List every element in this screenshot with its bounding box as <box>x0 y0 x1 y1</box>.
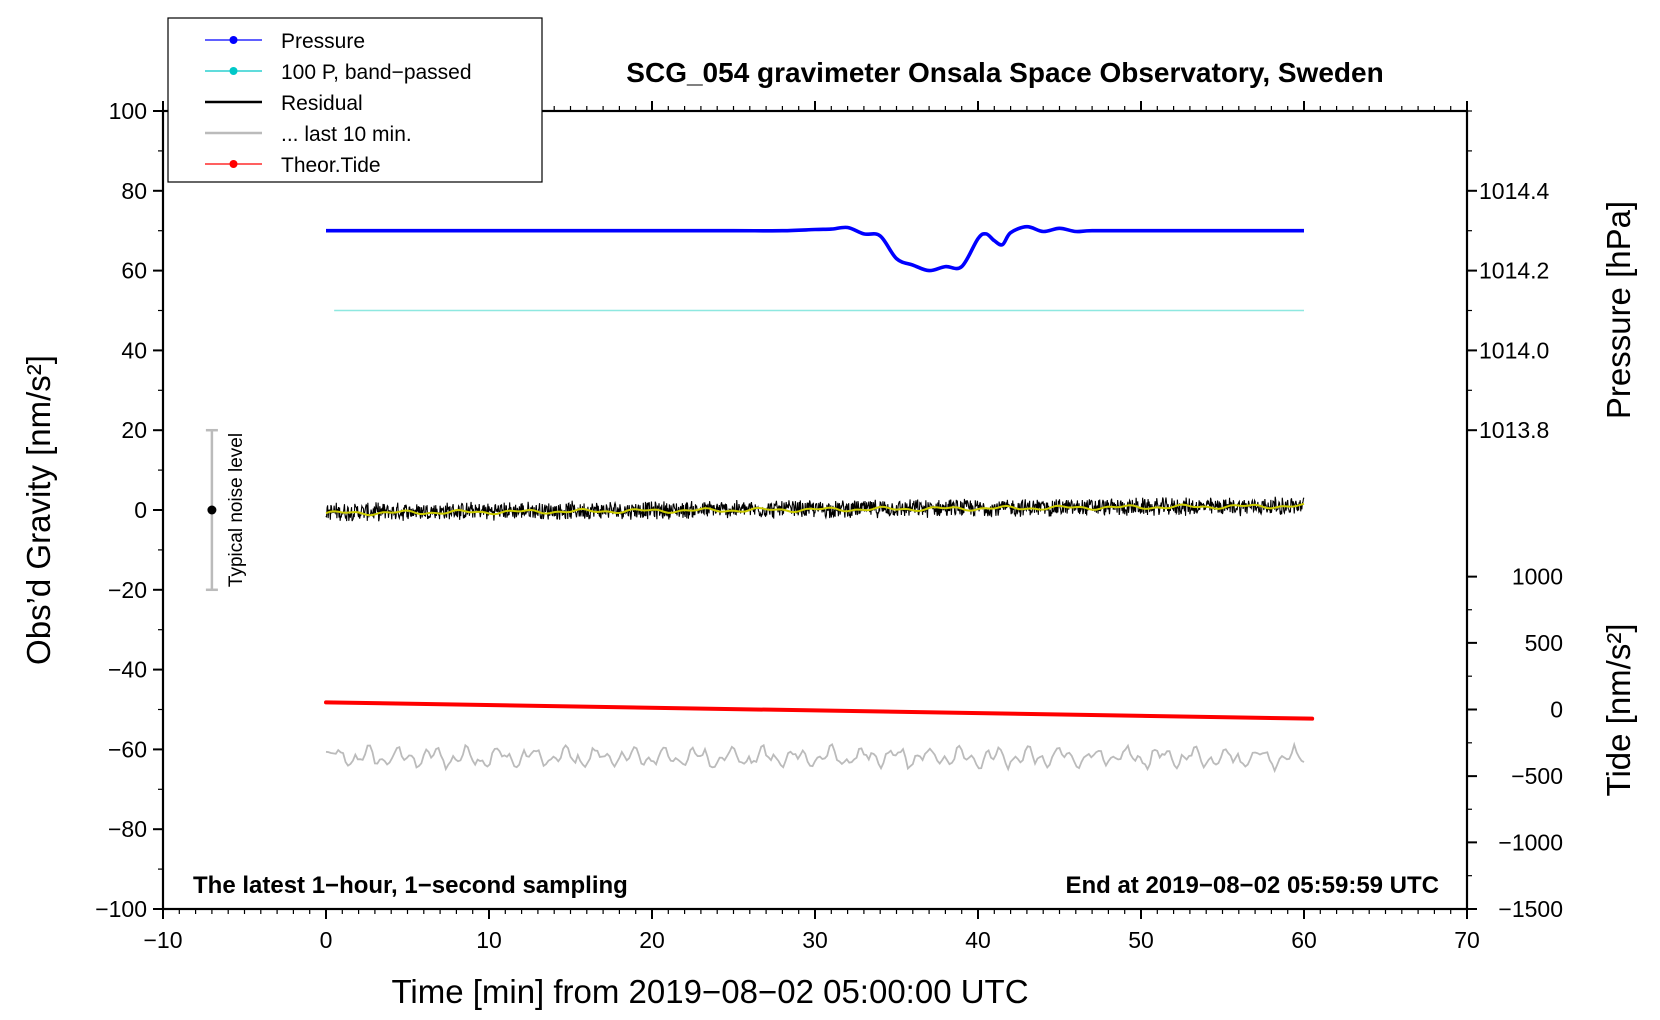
y-axis-pressure-title: Pressure [hPa] <box>1600 201 1637 419</box>
legend-label: ... last 10 min. <box>281 123 412 146</box>
series-last10min-line <box>325 741 1305 774</box>
x-tick-label: −10 <box>143 927 182 953</box>
pressure-tick-label: 1014.0 <box>1479 337 1549 363</box>
legend-marker <box>229 67 238 75</box>
y-tick-label: 100 <box>109 98 147 124</box>
series-residual-line <box>325 496 1305 522</box>
y-tick-label: 40 <box>121 337 147 363</box>
tide-tick-label: −1500 <box>1498 896 1563 922</box>
x-tick-label: 60 <box>1291 927 1317 953</box>
noise-bar-label: Typical noise level <box>226 433 247 587</box>
y-tick-label: −60 <box>108 736 147 762</box>
tide-tick-label: 1000 <box>1512 564 1563 590</box>
legend-label: Pressure <box>281 30 365 53</box>
series-tide-line <box>324 700 1315 721</box>
y-axis-left-title: Obs’d Gravity [nm/s²] <box>20 355 57 665</box>
tide-tick-label: −500 <box>1511 763 1563 789</box>
pressure-tick-label: 1014.4 <box>1479 178 1550 204</box>
legend-marker <box>229 36 238 44</box>
x-tick-label: 50 <box>1128 927 1154 953</box>
y-tick-label: −40 <box>108 657 147 683</box>
x-tick-label: 0 <box>320 927 333 953</box>
y-axis-right-ticks: 1014.4 1014.2 1014.0 1013.8 1000 500 0 −500 −100… <box>1467 110 1563 922</box>
series-residual-smoothed-line <box>325 502 1305 517</box>
y-axis-tide-title: Tide [nm/s²] <box>1600 624 1637 797</box>
y-tick-label: −80 <box>108 816 147 842</box>
legend-box <box>167 17 543 183</box>
legend-label: Residual <box>281 92 363 115</box>
y-axis-left-ticks: 100 80 60 40 20 0 −20 −40 −60 −80 −100 <box>95 98 163 922</box>
pressure-tick-label: 1013.8 <box>1479 417 1549 443</box>
tide-tick-label: 0 <box>1550 697 1563 723</box>
y-tick-label: 80 <box>121 178 147 204</box>
legend-label: Theor.Tide <box>281 154 381 177</box>
noise-bar-center-dot <box>207 505 217 515</box>
annotation-sampling: The latest 1−hour, 1−second sampling <box>193 872 628 899</box>
chart-title: SCG_054 gravimeter Onsala Space Observat… <box>626 57 1383 88</box>
y-tick-label: 20 <box>121 417 147 443</box>
noise-level-indicator: Typical noise level <box>205 428 247 592</box>
x-tick-label: 20 <box>639 927 665 953</box>
tide-tick-label: 500 <box>1525 630 1563 656</box>
legend-label: 100 P, band−passed <box>281 61 472 84</box>
pressure-tick-label: 1014.2 <box>1479 258 1549 284</box>
x-tick-label: 70 <box>1454 927 1480 953</box>
annotation-end-time: End at 2019−08−02 05:59:59 UTC <box>1065 872 1439 899</box>
x-tick-label: 40 <box>965 927 991 953</box>
y-tick-label: −20 <box>108 577 147 603</box>
y-tick-label: 0 <box>134 497 147 523</box>
y-tick-label: 60 <box>121 258 147 284</box>
x-tick-label: 30 <box>802 927 828 953</box>
x-axis-title: Time [min] from 2019−08−02 05:00:00 UTC <box>391 973 1028 1010</box>
series-layer <box>324 224 1315 774</box>
series-pressure-line <box>326 224 1304 273</box>
y-tick-label: −100 <box>95 896 147 922</box>
tide-tick-label: −1000 <box>1498 829 1563 855</box>
legend: Pressure 100 P, band−passed Residual ... la… <box>167 17 543 183</box>
legend-marker <box>229 160 238 168</box>
x-tick-label: 10 <box>476 927 502 953</box>
